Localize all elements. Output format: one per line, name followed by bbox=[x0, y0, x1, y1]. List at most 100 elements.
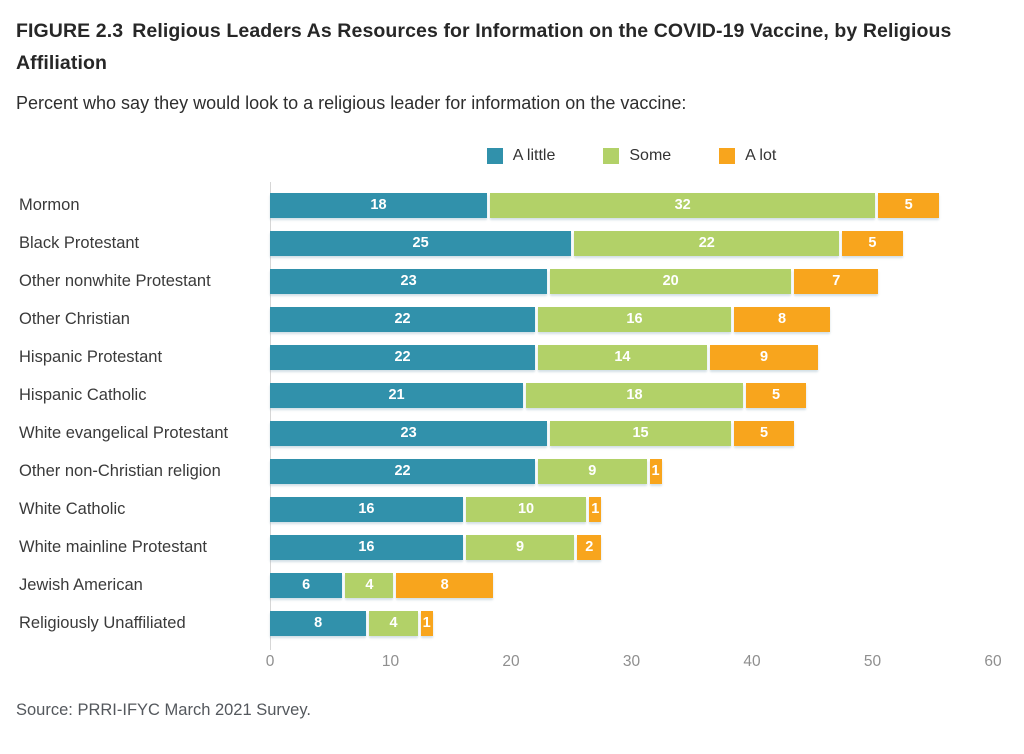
bar-value-label: 25 bbox=[412, 235, 429, 252]
bar-segment-a-lot: 1 bbox=[649, 459, 662, 485]
bar-value-label: 8 bbox=[440, 577, 449, 594]
bar-segment-a-little: 8 bbox=[270, 611, 367, 637]
bar-value-label: 20 bbox=[662, 273, 679, 290]
chart-row: Religiously Unaffiliated 8 4 1 bbox=[16, 605, 993, 643]
category-label: Other Christian bbox=[19, 310, 130, 329]
bar-stack: 23 20 7 bbox=[270, 269, 993, 295]
source-note: Source: PRRI-IFYC March 2021 Survey. bbox=[16, 700, 311, 719]
legend-item-a-little: A little bbox=[486, 147, 555, 165]
chart-row: Other non-Christian religion 22 9 1 bbox=[16, 453, 993, 491]
bar-value-label: 1 bbox=[651, 463, 660, 480]
bar-segment-some: 4 bbox=[345, 573, 394, 599]
category-label: White Catholic bbox=[19, 500, 126, 519]
bar-stack: 8 4 1 bbox=[270, 611, 993, 637]
bar-value-label: 4 bbox=[365, 577, 374, 594]
bar-segment-some: 4 bbox=[369, 611, 418, 637]
category-label: Jewish American bbox=[19, 576, 143, 595]
chart-row: White Catholic 16 10 1 bbox=[16, 491, 993, 529]
legend-item-some: Some bbox=[603, 147, 671, 165]
bar-stack: 22 9 1 bbox=[270, 459, 993, 485]
bar-segment-some: 22 bbox=[574, 231, 840, 257]
bar-stack: 6 4 8 bbox=[270, 573, 993, 599]
bar-stack: 16 9 2 bbox=[270, 535, 993, 561]
category-label: White evangelical Protestant bbox=[19, 424, 229, 443]
bar-segment-some: 32 bbox=[489, 193, 876, 219]
chart-row: Black Protestant 25 22 5 bbox=[16, 225, 993, 263]
bar-value-label: 23 bbox=[400, 425, 417, 442]
bar-value-label: 9 bbox=[588, 463, 597, 480]
bar-stack: 21 18 5 bbox=[270, 383, 993, 409]
bar-segment-a-little: 22 bbox=[270, 459, 536, 485]
bar-value-label: 5 bbox=[868, 235, 877, 252]
chart-row: White evangelical Protestant 23 15 5 bbox=[16, 415, 993, 453]
x-axis-tick: 10 bbox=[381, 652, 400, 670]
bar-stack: 25 22 5 bbox=[270, 231, 993, 257]
bar-value-label: 22 bbox=[394, 463, 411, 480]
zero-gridline bbox=[270, 181, 271, 650]
bar-segment-a-lot: 5 bbox=[745, 383, 807, 409]
bar-segment-a-little: 25 bbox=[270, 231, 572, 257]
bar-value-label: 15 bbox=[632, 425, 649, 442]
bar-segment-a-lot: 5 bbox=[878, 193, 939, 219]
legend-label: Some bbox=[629, 146, 672, 164]
legend-label: A lot bbox=[745, 146, 777, 164]
x-axis-tick: 30 bbox=[622, 652, 641, 670]
bar-segment-some: 14 bbox=[538, 345, 707, 371]
category-label: Other non-Christian religion bbox=[19, 462, 221, 481]
category-label: White mainline Protestant bbox=[19, 538, 208, 557]
bar-stack: 22 14 9 bbox=[270, 345, 993, 371]
bar-segment-a-lot: 5 bbox=[733, 421, 795, 447]
legend-swatch-a-little-icon bbox=[486, 147, 503, 164]
bar-value-label: 9 bbox=[759, 349, 769, 366]
category-label: Hispanic Protestant bbox=[19, 348, 163, 367]
x-axis-tick: 0 bbox=[265, 652, 275, 670]
bar-segment-a-lot: 1 bbox=[420, 611, 433, 637]
bar-segment-a-lot: 8 bbox=[733, 307, 831, 333]
bar-segment-some: 18 bbox=[526, 383, 743, 409]
bar-stack: 16 10 1 bbox=[270, 497, 993, 523]
bar-segment-a-little: 21 bbox=[270, 383, 524, 409]
figure-title: FIGURE 2.3 Religious Leaders As Resources… bbox=[16, 16, 966, 79]
category-label: Religiously Unaffiliated bbox=[19, 614, 186, 633]
chart-row: Other Christian 22 16 8 bbox=[16, 301, 993, 339]
bar-rows: Mormon 18 32 5 Black Protestant 25 22 5 Othe… bbox=[16, 181, 993, 650]
bar-value-label: 16 bbox=[358, 501, 375, 518]
bar-value-label: 6 bbox=[302, 577, 311, 594]
bar-segment-a-lot: 8 bbox=[396, 573, 493, 599]
bar-value-label: 1 bbox=[422, 615, 431, 632]
chart-row: Other nonwhite Protestant 23 20 7 bbox=[16, 263, 993, 301]
bar-value-label: 22 bbox=[698, 235, 715, 252]
bar-segment-a-little: 23 bbox=[270, 421, 548, 447]
bar-value-label: 2 bbox=[585, 539, 594, 556]
bar-segment-a-lot: 2 bbox=[577, 535, 602, 561]
bar-value-label: 4 bbox=[389, 615, 398, 632]
bar-segment-a-little: 16 bbox=[270, 497, 463, 523]
figure-label: FIGURE 2.3 bbox=[16, 20, 124, 42]
bar-value-label: 32 bbox=[674, 197, 691, 214]
bar-value-label: 22 bbox=[394, 311, 411, 328]
bar-segment-a-lot: 1 bbox=[589, 497, 602, 523]
bar-value-label: 5 bbox=[904, 197, 913, 214]
bar-segment-a-little: 22 bbox=[270, 345, 536, 371]
bar-value-label: 18 bbox=[370, 197, 387, 214]
chart-row: Hispanic Protestant 22 14 9 bbox=[16, 339, 993, 377]
bar-segment-some: 9 bbox=[465, 535, 575, 561]
bar-value-label: 5 bbox=[759, 425, 769, 442]
bar-segment-some: 20 bbox=[550, 269, 792, 295]
figure-title-text: Religious Leaders As Resources for Infor… bbox=[16, 20, 952, 74]
bar-value-label: 21 bbox=[388, 387, 405, 404]
x-axis-tick: 50 bbox=[863, 652, 882, 670]
bar-stack: 22 16 8 bbox=[270, 307, 993, 333]
bar-value-label: 23 bbox=[400, 273, 417, 290]
stacked-bar-chart: Mormon 18 32 5 Black Protestant 25 22 5 Othe… bbox=[16, 181, 1002, 675]
legend-swatch-some-icon bbox=[603, 147, 620, 164]
chart-legend: A little Some A lot bbox=[270, 147, 993, 165]
bar-value-label: 7 bbox=[832, 273, 841, 290]
chart-row: Mormon 18 32 5 bbox=[16, 187, 993, 225]
bar-value-label: 8 bbox=[778, 311, 787, 328]
chart-row: Jewish American 6 4 8 bbox=[16, 567, 993, 605]
bar-segment-a-little: 16 bbox=[270, 535, 463, 561]
bar-value-label: 16 bbox=[626, 311, 643, 328]
bar-segment-a-little: 18 bbox=[270, 193, 487, 219]
bar-segment-a-lot: 7 bbox=[794, 269, 879, 295]
